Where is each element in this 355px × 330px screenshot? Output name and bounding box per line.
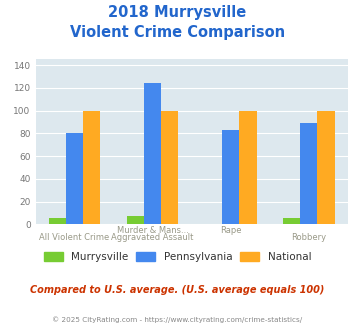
Bar <box>49 217 66 224</box>
Text: Aggravated Assault: Aggravated Assault <box>111 233 194 242</box>
Text: Compared to U.S. average. (U.S. average equals 100): Compared to U.S. average. (U.S. average … <box>30 285 325 295</box>
Legend: Murrysville, Pennsylvania, National: Murrysville, Pennsylvania, National <box>40 248 315 266</box>
Bar <box>161 111 179 224</box>
Bar <box>283 217 300 224</box>
Text: 2018 Murrysville: 2018 Murrysville <box>108 5 247 20</box>
Bar <box>144 83 161 224</box>
Bar <box>127 216 144 224</box>
Text: All Violent Crime: All Violent Crime <box>39 233 110 242</box>
Bar <box>317 111 335 224</box>
Text: Robbery: Robbery <box>291 233 326 242</box>
Bar <box>300 123 317 224</box>
Text: Murder & Mans...: Murder & Mans... <box>117 226 189 235</box>
Bar <box>222 130 239 224</box>
Bar <box>66 133 83 224</box>
Text: Rape: Rape <box>220 226 241 235</box>
Bar <box>83 111 100 224</box>
Text: © 2025 CityRating.com - https://www.cityrating.com/crime-statistics/: © 2025 CityRating.com - https://www.city… <box>53 317 302 323</box>
Bar <box>239 111 257 224</box>
Text: Violent Crime Comparison: Violent Crime Comparison <box>70 25 285 40</box>
